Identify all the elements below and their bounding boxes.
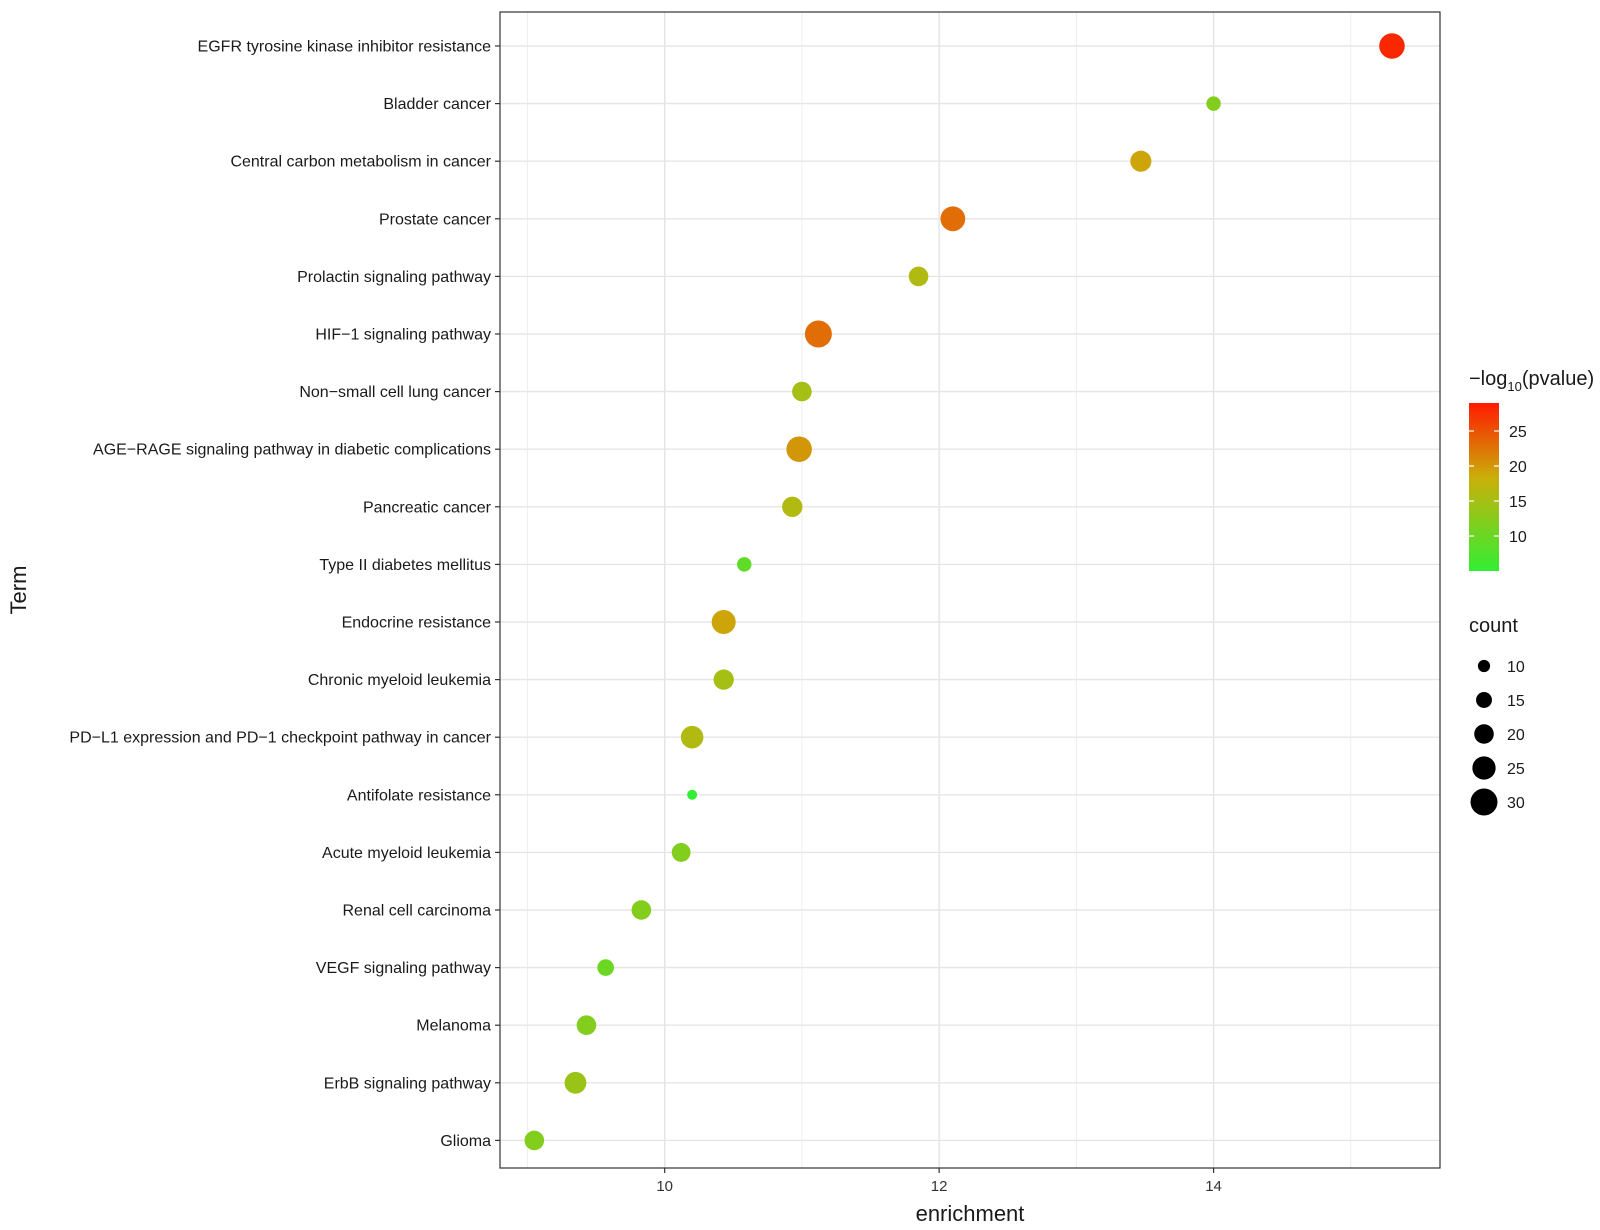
x-tick-label: 14 (1205, 1178, 1222, 1195)
y-tick-label: ErbB signaling pathway (324, 1075, 491, 1092)
x-tick-label: 10 (656, 1178, 673, 1195)
x-tick-label: 12 (931, 1178, 948, 1195)
panel-background (500, 12, 1440, 1168)
data-point (564, 1071, 587, 1094)
data-point (671, 842, 691, 862)
y-tick-label: Renal cell carcinoma (342, 903, 491, 920)
size-legend-label: 20 (1507, 727, 1525, 744)
y-tick-label: Glioma (440, 1133, 491, 1150)
color-legend-title: −log10(pvalue) (1469, 368, 1594, 394)
color-bar-ticks: 25 20 15 10 (1469, 424, 1527, 546)
color-tick-label: 10 (1509, 529, 1527, 546)
data-point (1206, 96, 1221, 111)
color-bar (1469, 403, 1499, 571)
x-axis: 10 12 14 (656, 1168, 1222, 1195)
grid-lines (500, 12, 1440, 1168)
y-tick-label: VEGF signaling pathway (316, 960, 491, 977)
data-point (687, 789, 698, 800)
x-axis-title: enrichment (916, 1201, 1025, 1226)
y-tick-label: EGFR tyrosine kinase inhibitor resistanc… (198, 39, 492, 56)
size-legend-label: 10 (1507, 659, 1525, 676)
plot-panel (499, 11, 1441, 1169)
y-axis-title: Term (6, 566, 31, 615)
data-point (792, 381, 812, 402)
size-legend-dot (1472, 756, 1496, 780)
data-point (1130, 150, 1152, 172)
size-legend-label: 30 (1507, 795, 1525, 812)
size-legend: count 10 15 20 25 30 (1469, 615, 1525, 816)
data-point (597, 959, 614, 976)
y-tick-label: Prostate cancer (379, 211, 492, 228)
size-legend-label: 25 (1507, 761, 1525, 778)
color-tick-label: 15 (1509, 494, 1527, 511)
size-legend-title: count (1469, 615, 1518, 637)
y-tick-label: Melanoma (416, 1018, 491, 1035)
y-tick-label: PD−L1 expression and PD−1 checkpoint pat… (69, 730, 491, 747)
y-axis: EGFR tyrosine kinase inhibitor resistanc… (69, 39, 500, 1150)
data-point (804, 320, 832, 348)
y-tick-label: HIF−1 signaling pathway (315, 327, 491, 344)
data-point (786, 436, 812, 462)
y-tick-label: AGE−RAGE signaling pathway in diabetic c… (93, 442, 491, 459)
size-legend-dot (1477, 659, 1491, 673)
data-point (1379, 33, 1405, 59)
y-tick-label: Bladder cancer (383, 96, 491, 113)
color-tick-label: 25 (1509, 424, 1527, 441)
y-tick-label: Chronic myeloid leukemia (308, 672, 491, 689)
data-point (737, 557, 752, 572)
size-legend-items: 10 15 20 25 30 (1470, 659, 1525, 816)
color-tick-label: 20 (1509, 459, 1527, 476)
size-legend-label: 15 (1507, 693, 1525, 710)
size-legend-dot (1470, 788, 1498, 816)
data-point (680, 725, 704, 749)
size-legend-dot (1474, 724, 1494, 744)
color-legend: −log10(pvalue) 25 20 15 10 (1469, 368, 1594, 571)
data-point (908, 266, 929, 287)
data-points (524, 33, 1405, 1151)
y-tick-label: Non−small cell lung cancer (299, 384, 491, 401)
y-tick-label: Prolactin signaling pathway (297, 269, 491, 286)
panel-border (499, 11, 1441, 1169)
y-tick-label: Pancreatic cancer (363, 499, 492, 516)
data-point (711, 609, 736, 635)
y-tick-label: Endocrine resistance (342, 615, 492, 632)
data-point (576, 1015, 597, 1035)
data-point (713, 669, 734, 690)
size-legend-dot (1476, 692, 1492, 708)
data-point (940, 206, 966, 232)
y-tick-label: Antifolate resistance (347, 787, 491, 804)
data-point (524, 1130, 545, 1151)
data-point (631, 900, 652, 920)
y-tick-label: Central carbon metabolism in cancer (230, 154, 491, 171)
y-tick-label: Acute myeloid leukemia (322, 845, 491, 862)
data-point (782, 496, 803, 517)
y-tick-label: Type II diabetes mellitus (319, 557, 491, 574)
